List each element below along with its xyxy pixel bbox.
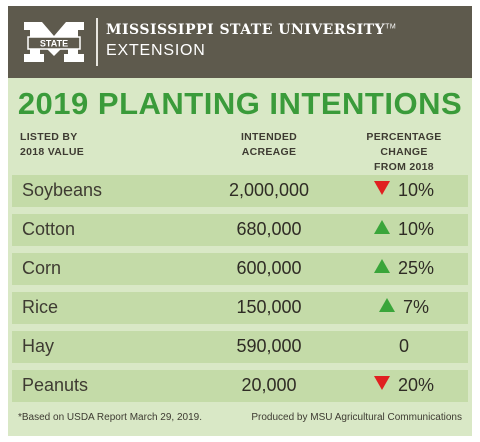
change-value: 10% (397, 180, 435, 200)
change-cell: 7% (342, 297, 466, 318)
change-value: 0 (398, 336, 409, 356)
acreage-value: 600,000 (236, 258, 302, 278)
column-header-change: PERCENTAGE CHANGE FROM 2018 (366, 131, 442, 173)
down-triangle-icon (373, 376, 390, 390)
table-row: Peanuts 20,000 20% (12, 370, 468, 402)
change-cell: 10% (342, 219, 466, 240)
change-value: 20% (397, 375, 435, 395)
header-divider (96, 18, 98, 66)
footnote: *Based on USDA Report March 29, 2019. (18, 412, 202, 423)
crop-name: Soybeans (22, 180, 103, 200)
org-division: EXTENSION (106, 42, 206, 59)
crop-name: Corn (22, 258, 62, 278)
page-title: 2019 PLANTING INTENTIONS (17, 86, 463, 121)
change-value: 10% (397, 219, 435, 239)
header-bar: STATE MISSISSIPPI STATE UNIVERSITYTM EXT… (8, 6, 472, 78)
trademark: TM (385, 23, 397, 31)
acreage-value: 2,000,000 (228, 180, 310, 200)
table-row: Soybeans 2,000,000 10% (12, 175, 468, 207)
credit-line: Produced by MSU Agricultural Communicati… (251, 412, 462, 423)
change-cell: 0 (342, 336, 466, 357)
logo-text: STATE (40, 39, 68, 49)
change-cell: 10% (342, 180, 466, 201)
acreage-value: 590,000 (236, 336, 302, 356)
table-row: Rice 150,000 7% (12, 292, 468, 324)
change-value: 25% (397, 258, 435, 278)
acreage-value: 150,000 (236, 297, 302, 317)
crop-name: Peanuts (22, 375, 89, 395)
table-row: Cotton 680,000 10% (12, 214, 468, 246)
down-triangle-icon (373, 181, 390, 195)
infographic-panel: STATE MISSISSIPPI STATE UNIVERSITYTM EXT… (8, 6, 472, 436)
column-header-category: LISTED BY 2018 VALUE (20, 131, 85, 158)
table-row: Corn 600,000 25% (12, 253, 468, 285)
crop-name: Cotton (22, 219, 76, 239)
msu-m-logo-icon: STATE (24, 22, 84, 62)
change-cell: 25% (342, 258, 466, 279)
org-name: MISSISSIPPI STATE UNIVERSITYTM (106, 22, 397, 38)
up-triangle-icon (378, 298, 395, 312)
crop-name: Hay (22, 336, 55, 356)
table-row: Hay 590,000 0 (12, 331, 468, 363)
up-triangle-icon (373, 259, 390, 273)
acreage-value: 20,000 (241, 375, 297, 395)
change-cell: 20% (342, 375, 466, 396)
crop-name: Rice (22, 297, 59, 317)
change-value: 7% (402, 297, 429, 317)
column-header-acreage: INTENDED ACREAGE (240, 131, 298, 158)
up-triangle-icon (373, 220, 390, 234)
acreage-value: 680,000 (236, 219, 302, 239)
